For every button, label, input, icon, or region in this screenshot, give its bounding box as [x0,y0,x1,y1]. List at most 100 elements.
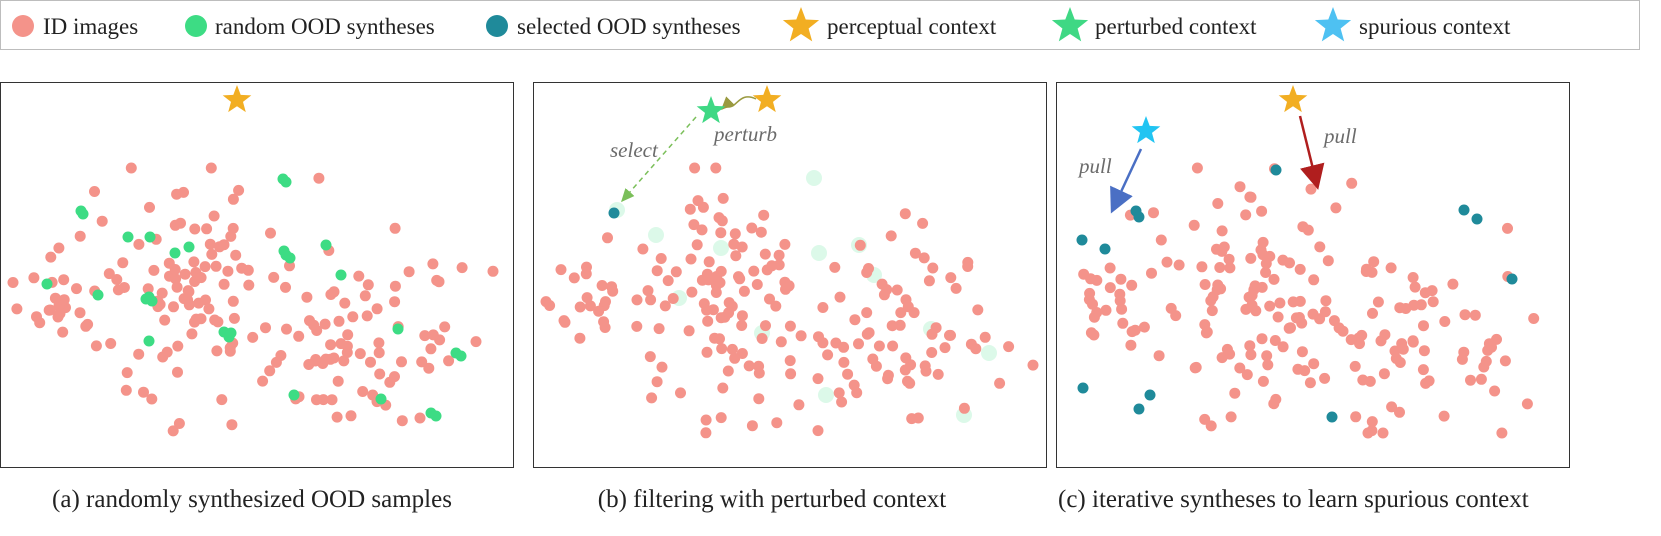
id-point [216,394,228,406]
perceptual-star-icon [782,7,820,42]
id-point [230,249,242,261]
id-point [755,226,767,238]
perturb-arrow [720,96,757,111]
id-point [1427,296,1439,308]
id-point [1256,333,1268,345]
random-ood-point [278,245,290,257]
id-point [738,285,750,297]
id-point [1319,306,1331,318]
id-point [1091,274,1103,286]
id-point [1148,207,1159,219]
id-point [702,315,714,327]
id-point [918,252,930,264]
legend-item-random-ood: random OOD syntheses [185,14,435,39]
id-point [970,343,982,355]
id-point [222,265,234,277]
id-point [659,300,671,312]
id-point [773,249,785,261]
id-point [812,373,824,385]
id-point [685,253,697,265]
random-ood-point [288,389,300,401]
id-point [1283,322,1295,334]
spurious-context-star [1131,116,1161,144]
selected-ood-point [1506,273,1518,285]
id-point [281,323,292,335]
id-point [1126,279,1138,291]
id-point [1447,278,1459,290]
legend-label-random-ood: random OOD syntheses [215,14,435,39]
id-point [736,241,748,253]
id-point [373,337,385,349]
id-point [345,410,357,422]
pull-arrow-left [1110,148,1143,214]
id-point [170,273,182,285]
filtered-ood-point [806,170,822,186]
pull-label-left: pull [1077,154,1112,178]
id-point [882,373,894,385]
id-point [1078,268,1090,280]
id-point [313,172,325,184]
select-label: select [610,138,659,162]
id-point [1221,343,1233,355]
id-point [900,294,912,306]
id-point [199,261,211,273]
id-point [1423,375,1435,387]
id-point [167,425,179,437]
id-point [172,340,184,352]
id-point [1394,406,1405,418]
legend-svg: ID images random OOD syntheses selected … [12,7,1511,42]
id-point [427,329,439,341]
id-point [1212,279,1224,291]
id-point [331,411,343,423]
id-point [793,399,805,411]
id-point [171,188,183,200]
id-point [581,292,593,304]
id-point [200,294,211,306]
id-point [45,251,57,263]
id-point [425,343,437,355]
id-point [11,303,23,315]
id-point [1491,333,1502,345]
selected-ood-point [1144,389,1156,401]
id-point [204,238,216,250]
id-point [710,287,722,298]
id-point [962,261,974,272]
id-point [1216,245,1228,257]
id-point [785,368,797,380]
id-point [1304,377,1316,389]
id-point [1350,411,1362,423]
id-point [1214,262,1226,273]
id-point [371,303,383,315]
id-point [373,347,385,359]
panel-b: select perturb [533,82,1047,468]
id-point [771,417,783,429]
random-ood-marker [185,15,207,37]
id-point [90,340,102,352]
id-point [717,192,729,204]
random-ood-point [335,269,347,281]
legend-item-spurious-context: spurious context [1314,7,1511,42]
id-point [939,342,951,354]
id-point [347,311,359,323]
id-point [736,320,748,331]
id-point [1170,310,1182,322]
id-point [1088,329,1100,341]
id-point [44,304,56,316]
id-point [1394,302,1406,314]
id-point [675,387,686,399]
id-point [111,274,123,285]
legend-label-spurious-context: spurious context [1359,14,1511,39]
id-point [644,351,656,363]
id-point [1409,281,1421,293]
id-point [1407,335,1419,347]
id-point [701,304,713,316]
id-point [359,290,371,302]
id-point [600,296,611,308]
id-point [433,276,445,288]
id-point [758,209,770,221]
id-point [1486,341,1497,353]
id-point [716,343,728,355]
legend: ID images random OOD syntheses selected … [0,0,1640,50]
id-point [163,257,175,269]
id-points [1076,162,1540,439]
